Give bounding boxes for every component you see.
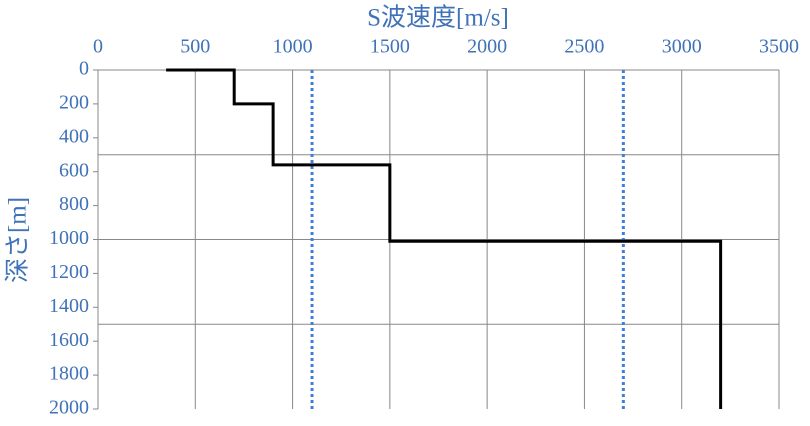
x-axis-title: S波速度[m/s]: [367, 4, 509, 32]
x-tick-label: 2000: [467, 36, 507, 58]
y-tick-label: 1800: [49, 363, 89, 385]
x-tick-label: 1000: [273, 36, 313, 58]
x-tick-label: 2500: [564, 36, 604, 58]
y-tick-label: 1000: [49, 227, 89, 249]
y-tick-label: 2000: [49, 397, 89, 419]
x-tick-label: 0: [93, 36, 103, 58]
y-tick-label: 200: [59, 91, 89, 113]
data-line: [166, 68, 723, 409]
x-tick-label: 1500: [370, 36, 410, 58]
y-tick-label: 400: [59, 125, 89, 147]
x-tick-label: 3000: [662, 36, 702, 58]
y-tick-label: 600: [59, 159, 89, 181]
x-tick-label: 3500: [759, 36, 799, 58]
y-tick-label: 800: [59, 193, 89, 215]
y-tick-label: 1200: [49, 261, 89, 283]
y-axis-title: 深さ[m]: [4, 197, 32, 283]
y-tick-label: 1600: [49, 329, 89, 351]
y-tick-label: 0: [79, 58, 89, 80]
x-tick-label: 500: [180, 36, 210, 58]
y-tick-label: 1400: [49, 295, 89, 317]
